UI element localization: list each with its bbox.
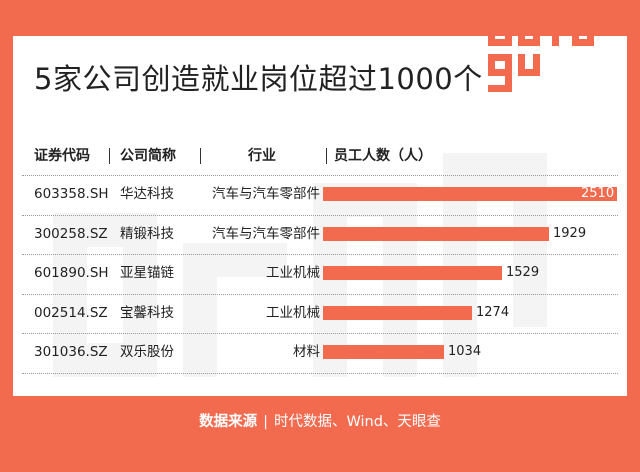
cell-name: 双乐股份 (120, 344, 174, 360)
cell-industry: 汽车与汽车零部件 (212, 186, 320, 202)
cell-name: 精锻科技 (120, 225, 174, 242)
row-divider (22, 293, 618, 295)
bar (323, 305, 472, 320)
bar (323, 345, 444, 359)
data-label: 1929 (553, 225, 587, 241)
data-label: 1529 (506, 265, 540, 280)
bar (323, 266, 502, 280)
header-divider (109, 148, 110, 164)
data-label: 2510 (581, 186, 615, 201)
cell-industry: 工业机械 (266, 265, 320, 281)
header-employees: 员工人数（人） (334, 148, 432, 164)
cell-name: 宝馨科技 (120, 304, 174, 321)
source-divider: | (263, 414, 268, 430)
row-divider (22, 214, 618, 216)
header-industry: 行业 (248, 148, 276, 164)
header-divider (326, 148, 327, 164)
source-text: 时代数据、Wind、天眼查 (273, 414, 441, 430)
cell-name: 华达科技 (120, 186, 174, 202)
data-label: 1274 (476, 304, 510, 320)
cell-code: 603358.SH (34, 186, 109, 202)
brand-logo: 时代数据 (488, 10, 614, 92)
cell-code: 002514.SZ (34, 304, 108, 321)
header-code: 证券代码 (34, 148, 90, 164)
header-divider (200, 148, 201, 164)
cell-industry: 材料 (293, 344, 320, 360)
row-divider (22, 254, 618, 255)
bar (323, 187, 617, 201)
footer-source: 数据来源 | 时代数据、Wind、天眼查 (0, 408, 640, 436)
row-divider (22, 333, 618, 334)
cell-name: 亚星锚链 (120, 265, 174, 281)
cell-industry: 汽车与汽车零部件 (212, 225, 320, 242)
data-label: 1034 (448, 344, 482, 359)
row-divider (22, 372, 618, 374)
row-divider (22, 175, 618, 176)
bar (323, 226, 549, 241)
source-label: 数据来源 (199, 414, 258, 430)
cell-code: 601890.SH (34, 265, 109, 281)
cell-code: 300258.SZ (34, 225, 108, 242)
cell-code: 301036.SZ (34, 344, 108, 360)
logo-brand-text: 时代数据 (546, 61, 614, 81)
cell-industry: 工业机械 (266, 304, 320, 321)
header-name: 公司简称 (120, 148, 176, 164)
page-title: 5家公司创造就业岗位超过1000个 (34, 62, 483, 96)
